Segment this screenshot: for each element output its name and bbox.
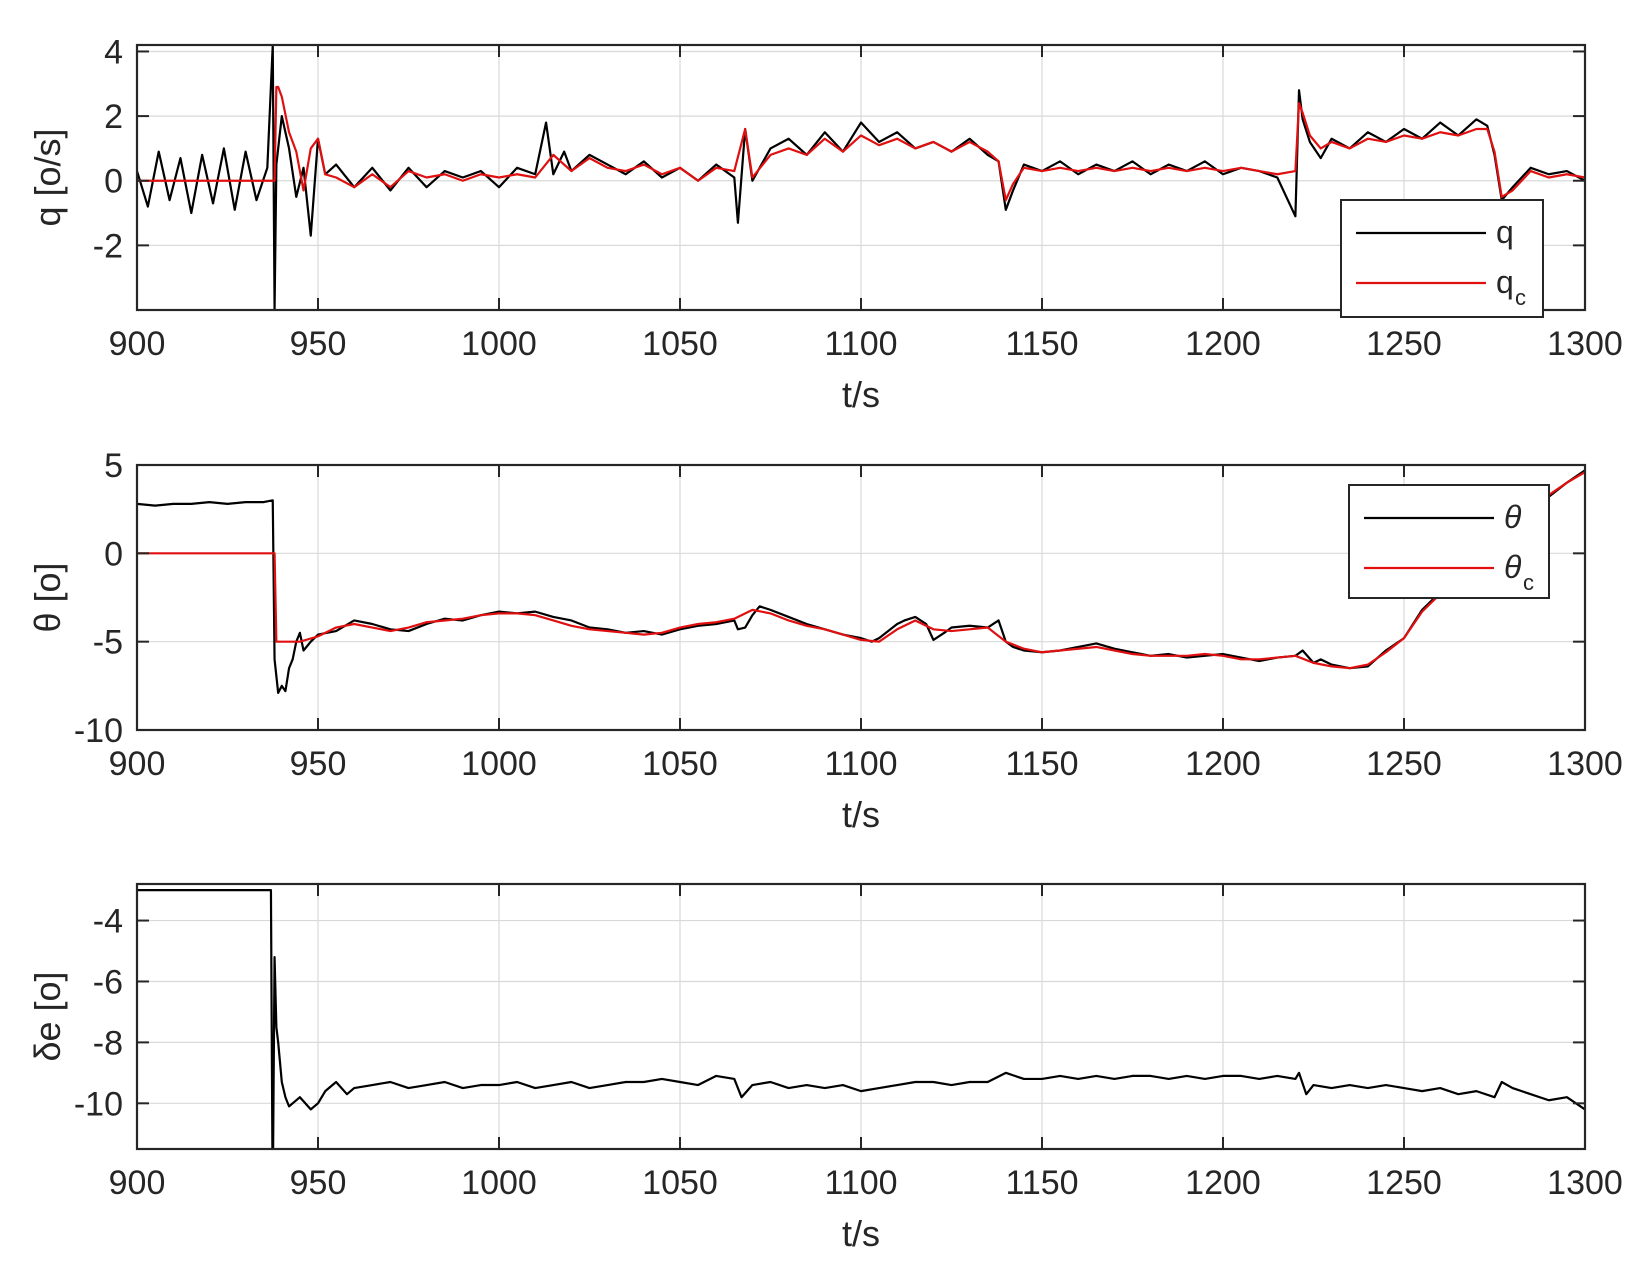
legend-box — [1348, 484, 1550, 599]
x-tick-label: 950 — [290, 1164, 347, 1202]
legend-label: θ — [1504, 549, 1522, 585]
y-tick-label: -10 — [74, 712, 123, 750]
x-tick-label: 1050 — [642, 745, 718, 783]
y-axis-label: q [o/s] — [27, 128, 68, 226]
y-axis-label: δe [o] — [27, 971, 68, 1061]
x-tick-label: 1150 — [1005, 745, 1078, 783]
chart-2: 900 950 1000 1050 1100 1150 1200 1250 1300 -10 -5 0… — [27, 447, 1623, 835]
legend-label-subscript: c — [1523, 570, 1534, 595]
x-axis-label: t/s — [842, 374, 880, 415]
axes-frame — [135, 882, 1587, 1151]
series-line-c-2 — [137, 471, 1585, 670]
y-tick-label: -2 — [93, 227, 123, 265]
legend-label: q — [1496, 214, 1514, 250]
x-tick-label: 1250 — [1366, 745, 1442, 783]
legend-label-subscript: c — [1515, 285, 1526, 310]
y-tick-label: -8 — [93, 1024, 123, 1062]
y-tick-label: -10 — [74, 1085, 123, 1123]
x-axis-label: t/s — [842, 1213, 880, 1254]
x-tick-label: 1000 — [461, 1164, 537, 1202]
x-tick-label: 1200 — [1185, 325, 1261, 363]
x-tick-label: 1100 — [824, 1164, 897, 1202]
x-tick-label: 900 — [109, 1164, 166, 1202]
x-tick-label: 1250 — [1366, 1164, 1442, 1202]
legend: θθ c — [1348, 484, 1550, 599]
y-tick-label: 0 — [104, 163, 123, 201]
legend: qq c — [1340, 199, 1544, 318]
x-tick-label: 900 — [109, 325, 166, 363]
y-axis-label: θ [o] — [27, 562, 68, 632]
series-line-qc-1 — [137, 85, 1585, 202]
y-tick-label: -4 — [93, 903, 123, 941]
y-tick-label: 4 — [104, 33, 123, 71]
series-line-e-3 — [137, 888, 1585, 1149]
x-tick-label: 1300 — [1547, 745, 1623, 783]
x-tick-label: 1100 — [824, 745, 897, 783]
chart-3: 900 950 1000 1050 1100 1150 1200 1250 1300 -10 -8 -… — [27, 882, 1623, 1254]
x-tick-label: 1300 — [1547, 325, 1623, 363]
series-line-q-1 — [137, 45, 1585, 310]
y-tick-label: -5 — [93, 624, 123, 662]
x-tick-label: 1100 — [824, 325, 897, 363]
y-tick-label: 0 — [104, 535, 123, 573]
legend-label: θ — [1504, 499, 1522, 535]
x-tick-label: 1300 — [1547, 1164, 1623, 1202]
x-tick-label: 1150 — [1005, 1164, 1078, 1202]
x-tick-label: 950 — [290, 325, 347, 363]
x-tick-label: 900 — [109, 745, 166, 783]
x-tick-label: 1050 — [642, 325, 718, 363]
x-tick-label: 1050 — [642, 1164, 718, 1202]
x-axis-label: t/s — [842, 794, 880, 835]
x-tick-label: 950 — [290, 745, 347, 783]
legend-label: q — [1496, 264, 1514, 300]
y-tick-label: -6 — [93, 963, 123, 1001]
x-tick-label: 1200 — [1185, 745, 1261, 783]
axes-frame — [135, 463, 1587, 732]
x-tick-label: 1200 — [1185, 1164, 1261, 1202]
y-tick-label: 5 — [104, 447, 123, 485]
legend-box — [1340, 199, 1544, 318]
x-tick-label: 1150 — [1005, 325, 1078, 363]
chart-1: 900 950 1000 1050 1100 1150 1200 1250 1300 -2 0 2 4 t… — [27, 33, 1623, 415]
y-tick-label: 2 — [104, 98, 123, 136]
x-tick-label: 1250 — [1366, 325, 1442, 363]
x-tick-label: 1000 — [461, 745, 537, 783]
axes-frame — [135, 43, 1587, 312]
x-tick-label: 1000 — [461, 325, 537, 363]
